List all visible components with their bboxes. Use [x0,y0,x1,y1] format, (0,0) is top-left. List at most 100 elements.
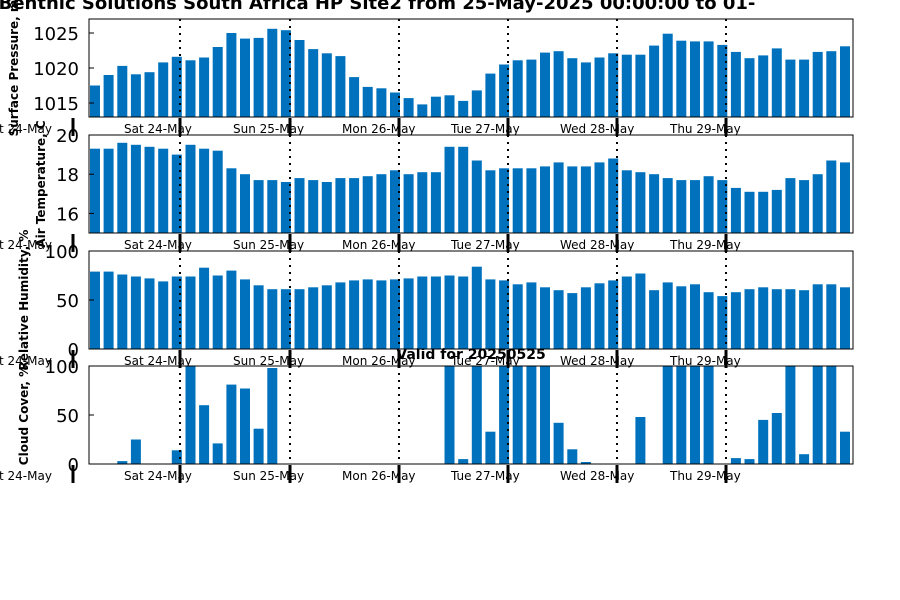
bar-3-27 [458,459,469,464]
bar-1-29 [485,170,496,233]
bar-3-34 [553,422,564,464]
bar-0-35 [567,58,578,117]
day-label-3-3: Mon 26-May [342,469,416,483]
bar-2-35 [567,293,578,349]
day-label-1-3: Mon 26-May [342,238,416,252]
bar-0-14 [280,30,291,118]
bar-2-34 [553,290,564,349]
bar-0-54 [826,51,837,118]
bar-2-27 [458,276,469,349]
bar-0-52 [799,59,810,117]
ytick-label-0-2: 1025 [33,24,79,45]
bar-1-38 [608,158,619,233]
bar-1-50 [771,189,782,233]
bar-1-33 [540,166,550,233]
day-label-2-5: Wed 28-May [560,354,634,368]
bar-2-42 [662,282,673,349]
bar-1-3 [130,144,141,233]
bar-3-7 [185,366,196,464]
day-label-1-6: Thu 29-May [669,238,741,252]
bar-0-24 [417,104,428,117]
ytick-label-1-0: 16 [56,204,79,225]
bar-0-51 [785,59,796,117]
day-label-0-5: Wed 28-May [560,122,634,136]
bar-2-37 [594,283,605,349]
bar-1-42 [662,178,673,233]
bar-1-34 [553,162,564,233]
page-title: o Benthic Solutions South Africa HP Site… [0,0,756,14]
bar-2-40 [635,273,646,349]
bar-0-23 [403,98,414,117]
bar-0-3 [130,74,141,117]
bar-3-6 [171,450,182,464]
ytick-label-1-1: 18 [56,165,79,186]
bar-2-46 [717,296,728,349]
bar-1-30 [499,168,510,233]
bar-0-9 [212,47,223,117]
bar-3-9 [212,443,223,464]
ytick-label-0-1: 1020 [33,59,79,80]
bar-3-36 [580,462,591,464]
ytick-label-2-2: 100 [45,242,79,263]
bar-0-33 [540,52,550,117]
bar-2-21 [376,280,387,349]
bar-1-21 [376,174,387,233]
bar-3-43 [676,366,687,464]
bar-2-12 [253,285,264,349]
bar-2-23 [403,278,414,349]
bar-3-8 [199,405,210,464]
bar-1-45 [703,176,714,233]
bar-2-25 [430,276,441,349]
bar-2-36 [580,287,591,349]
bar-1-10 [226,168,237,233]
bar-0-27 [458,100,469,117]
bar-2-38 [608,280,619,349]
bar-0-22 [390,92,400,117]
ytick-label-3-2: 100 [45,357,79,378]
bar-1-44 [690,180,700,233]
bar-1-16 [308,180,319,233]
ytick-label-2-1: 50 [56,291,79,312]
bar-1-26 [444,146,455,233]
bar-2-17 [321,285,332,349]
bar-1-6 [171,154,182,233]
bar-2-41 [649,290,660,349]
bar-2-2 [117,274,128,349]
bar-1-12 [253,180,264,233]
day-label-3-0: Sat 24-May [0,469,52,483]
bar-0-55 [840,46,850,117]
bar-3-54 [826,366,837,464]
bar-1-36 [580,166,591,233]
bar-0-11 [240,38,250,117]
bar-0-53 [812,51,823,117]
bar-1-53 [812,174,823,233]
bar-0-19 [349,77,360,117]
bar-1-39 [621,170,632,233]
bar-1-37 [594,162,605,233]
bar-3-29 [485,431,496,464]
bar-3-44 [690,366,700,464]
bar-0-2 [117,65,128,117]
day-label-0-3: Mon 26-May [342,122,416,136]
bar-0-10 [226,33,237,117]
bar-1-13 [267,180,278,233]
bar-3-47 [730,458,741,464]
day-label-2-0: Sat 24-May [0,354,52,368]
bar-0-0 [90,85,100,117]
bar-2-50 [771,289,782,349]
bar-3-33 [540,366,550,464]
day-label-0-4: Tue 27-May [450,122,520,136]
bar-3-28 [471,366,482,464]
bar-2-3 [130,276,141,349]
bar-1-0 [90,148,100,233]
bar-2-48 [744,289,755,349]
bar-3-50 [771,413,782,464]
bar-2-11 [240,279,250,349]
bar-0-36 [580,62,591,117]
bar-2-19 [349,280,360,349]
ylabel-2: Relative Humidity, % [17,230,31,371]
bar-0-21 [376,88,387,117]
bar-1-11 [240,174,250,233]
bar-3-49 [758,419,769,464]
